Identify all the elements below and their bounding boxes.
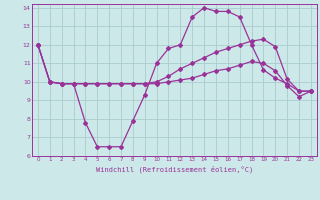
X-axis label: Windchill (Refroidissement éolien,°C): Windchill (Refroidissement éolien,°C) xyxy=(96,165,253,173)
